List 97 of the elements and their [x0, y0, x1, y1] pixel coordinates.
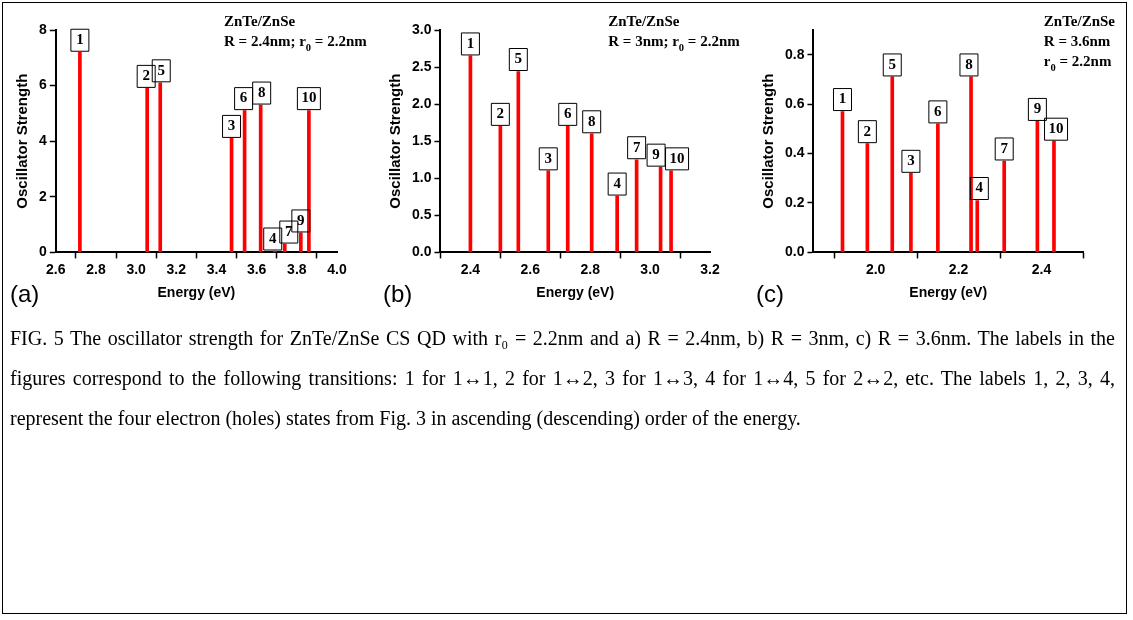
- annotation: 7: [285, 222, 294, 239]
- annotation: 9: [1033, 100, 1042, 117]
- x-tick-label: 3.2: [700, 260, 720, 277]
- annotation: 6: [239, 89, 248, 106]
- x-axis-title: Energy (eV): [536, 284, 615, 301]
- annotation: 6: [934, 102, 943, 119]
- y-tick-label: 4: [38, 132, 47, 149]
- y-tick-label: 1.5: [411, 132, 432, 149]
- text: (b): [383, 280, 413, 307]
- bar: [282, 243, 287, 253]
- y-axis-title: Oscillator Strength: [13, 73, 31, 209]
- x-tick-label: 2.8: [580, 260, 601, 277]
- bar: [145, 88, 150, 253]
- x-tick-label: 2.6: [520, 260, 541, 277]
- bar: [1002, 160, 1007, 253]
- annotation: 3: [907, 152, 915, 169]
- text: (a): [10, 280, 40, 307]
- bar: [909, 172, 913, 253]
- bar: [299, 232, 303, 253]
- x-tick-label: 2.8: [86, 260, 106, 277]
- x-tick-label: 2.2: [948, 260, 969, 277]
- annotation: 2: [496, 105, 505, 122]
- bar: [258, 104, 263, 253]
- x-tick-label: 3.0: [640, 260, 661, 277]
- annotation: 8: [587, 112, 596, 129]
- x-tick-label: 3.2: [166, 260, 187, 277]
- y-tick-label: 0.0: [411, 243, 432, 260]
- annotation: 5: [514, 50, 523, 67]
- annotation: 10: [669, 149, 685, 166]
- bar: [1052, 140, 1056, 253]
- annotation: 8: [965, 55, 973, 72]
- annotation: 9: [297, 211, 305, 228]
- y-axis-title: Oscillator Strength: [759, 73, 777, 209]
- annotation: 9: [652, 146, 660, 163]
- bar: [565, 126, 570, 253]
- annotation: 8: [257, 83, 266, 100]
- annotation: 1: [466, 34, 475, 51]
- x-tick-label: 3.8: [287, 260, 307, 277]
- bar: [969, 76, 973, 253]
- annotation: 4: [268, 229, 277, 246]
- x-tick-label: 3.0: [126, 260, 147, 277]
- text: ZnTe/ZnSe: [608, 13, 680, 29]
- x-tick-label: 4.0: [327, 260, 347, 277]
- y-tick-label: 0.2: [784, 193, 805, 210]
- annotation: 7: [1000, 139, 1009, 156]
- x-tick-label: 2.4: [460, 260, 481, 277]
- y-tick-label: 6: [38, 76, 47, 93]
- y-tick-label: 2.5: [411, 57, 432, 74]
- text: (c): [756, 280, 784, 307]
- y-tick-label: 0.8: [784, 45, 805, 62]
- bar: [158, 82, 163, 253]
- x-tick-label: 2.4: [1031, 260, 1052, 277]
- annotation: 5: [157, 61, 165, 78]
- y-tick-label: 0: [38, 243, 47, 260]
- annotation: R = 3.6nm: [1043, 33, 1111, 49]
- y-tick-label: 8: [38, 20, 47, 37]
- x-tick-label: 3.4: [206, 260, 227, 277]
- annotation: 1: [76, 31, 84, 48]
- annotation: 10: [301, 89, 317, 106]
- bar: [78, 51, 82, 253]
- y-tick-label: 0.6: [784, 94, 805, 111]
- y-tick-label: 1.0: [411, 169, 432, 186]
- annotation: 4: [613, 174, 622, 191]
- caption: FIG. 5 The oscillator strength for ZnTe/ZnSe CS QD with r₀ = 2.2nm and a) R = 2.4nm, b) R = 3nm, c) R = 3.6nm. The labels in the figures correspond to the following transitions: 1 for 1↔1, 2 for 1↔2, 3 for 1↔3, 4 for 1↔4, 5 for 2↔2, etc. The labels 1, 2, 3, 4, represent the four electron (holes) states from Fig. 3 in ascending (descending) order of the energy.: [10, 327, 1115, 429]
- bar: [589, 133, 594, 253]
- y-tick-label: 2.0: [411, 94, 432, 111]
- bar: [307, 110, 311, 253]
- annotation: 2: [863, 122, 872, 139]
- annotation: 7: [632, 138, 641, 155]
- annotation: 4: [975, 179, 984, 196]
- y-tick-label: 2: [38, 187, 47, 204]
- x-tick-label: 2.6: [46, 260, 66, 277]
- x-axis-title: Energy (eV): [157, 284, 236, 301]
- x-axis-title: Energy (eV): [909, 284, 988, 301]
- x-tick-label: 3.6: [246, 260, 267, 277]
- annotation: 6: [563, 105, 572, 122]
- annotation: 10: [1048, 120, 1064, 137]
- y-tick-label: 0.4: [784, 144, 805, 161]
- annotation: 1: [838, 90, 847, 107]
- bar: [936, 123, 940, 253]
- x-tick-label: 2.0: [865, 260, 886, 277]
- bar: [669, 170, 673, 253]
- y-tick-label: 0.5: [411, 206, 432, 223]
- annotation: 5: [888, 55, 896, 72]
- bar: [975, 200, 980, 253]
- bar: [615, 195, 619, 253]
- bar: [546, 170, 551, 253]
- y-tick-label: 3.0: [411, 20, 432, 37]
- y-tick-label: 0.0: [784, 243, 805, 260]
- y-axis-title: Oscillator Strength: [386, 73, 404, 209]
- annotation: 3: [544, 149, 553, 166]
- text: ZnTe/ZnSe: [224, 13, 296, 29]
- bar: [516, 71, 521, 253]
- annotation: 2: [142, 67, 150, 84]
- text: ZnTe/ZnSe: [1043, 13, 1116, 29]
- annotation: 3: [227, 117, 236, 134]
- bar: [890, 76, 895, 253]
